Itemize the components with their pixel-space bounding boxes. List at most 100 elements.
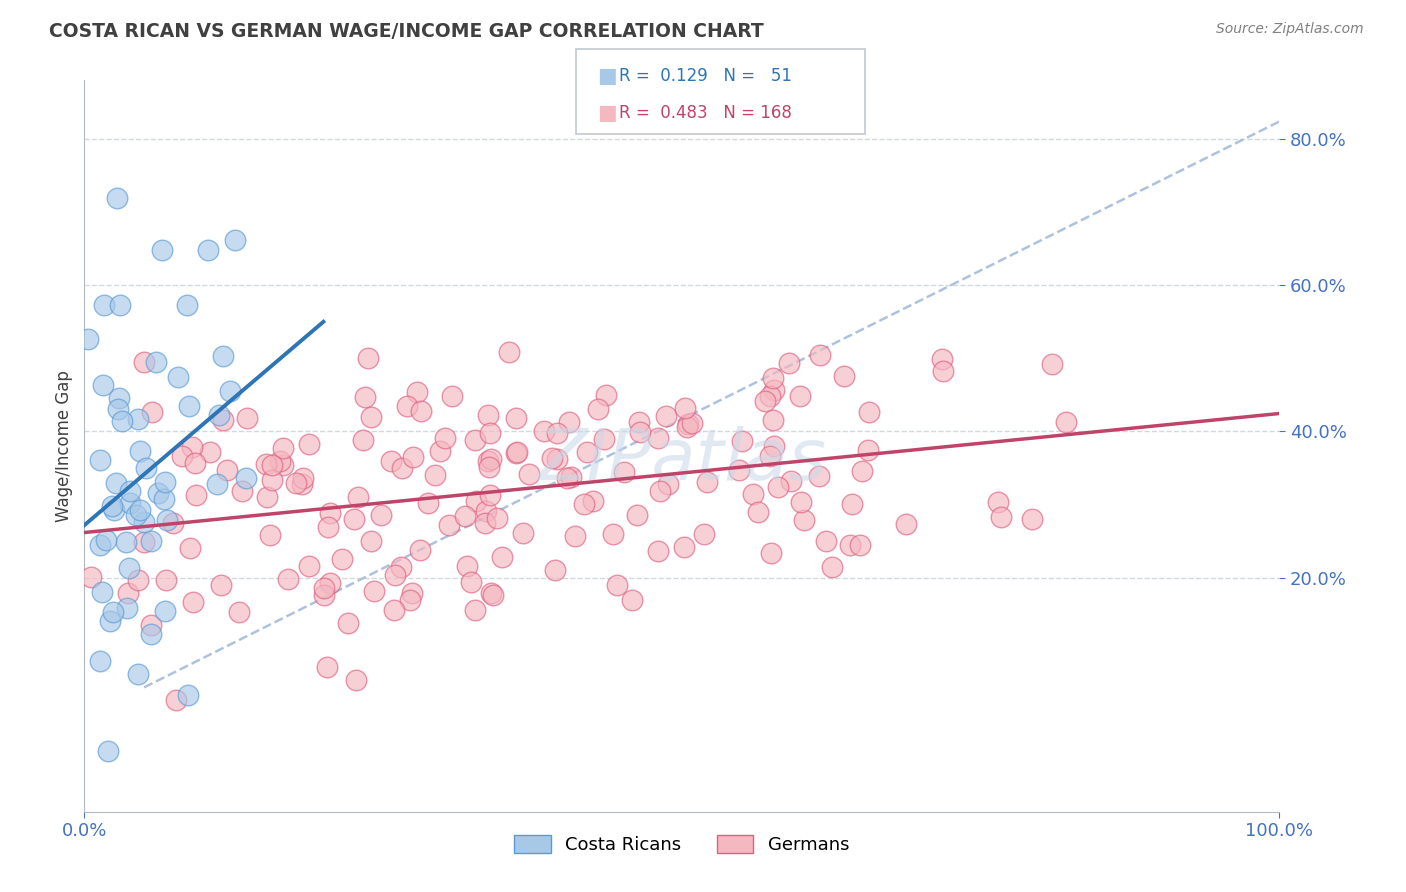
Point [209,578,232,592]
Point [208,408,231,422]
Point [118,560,141,574]
Point [479,425,502,440]
Point [165,693,187,707]
Point [231,483,253,498]
Point [648,483,671,498]
Point [409,543,432,558]
Point [179,541,201,556]
Point [347,490,370,504]
Point [425,467,447,482]
Point [647,431,669,445]
Point [808,348,831,362]
Point [676,419,699,434]
Point [402,450,425,464]
Point [401,585,423,599]
Point [156,513,179,527]
Point [96,533,118,548]
Point [1054,416,1077,430]
Point [127,573,149,587]
Point [127,667,149,681]
Point [673,401,696,415]
Y-axis label: Wage/Income Gap: Wage/Income Gap [55,370,73,522]
Point [118,484,141,499]
Point [754,393,776,408]
Point [747,505,769,519]
Point [439,517,461,532]
Point [260,458,283,473]
Point [474,516,496,530]
Point [613,465,636,479]
Point [101,499,124,513]
Point [108,298,131,312]
Point [429,443,451,458]
Point [211,349,233,363]
Point [98,614,121,628]
Point [506,444,529,458]
Point [181,594,204,608]
Point [114,535,136,549]
Point [759,389,782,403]
Point [807,469,830,483]
Point [146,486,169,500]
Point [380,453,402,467]
Point [849,538,872,552]
Point [411,404,433,418]
Point [260,473,283,487]
Point [89,538,111,552]
Point [312,588,335,602]
Point [115,601,138,615]
Point [384,567,406,582]
Point [155,573,177,587]
Point [655,409,678,423]
Point [316,659,339,673]
Point [363,583,385,598]
Point [291,471,314,485]
Point [778,356,800,370]
Point [235,471,257,485]
Text: Source: ZipAtlas.com: Source: ZipAtlas.com [1216,22,1364,37]
Point [582,494,605,508]
Point [184,456,207,470]
Point [759,546,782,560]
Point [789,389,811,403]
Point [150,243,173,257]
Point [330,551,353,566]
Point [134,355,156,369]
Point [541,451,564,466]
Point [858,405,880,419]
Point [433,431,456,445]
Point [780,474,803,488]
Point [256,490,278,504]
Point [789,494,811,508]
Text: ZIPatlas: ZIPatlas [537,426,827,495]
Point [479,488,502,502]
Point [312,582,335,596]
Point [416,495,439,509]
Point [821,559,844,574]
Point [678,417,700,432]
Point [1021,511,1043,525]
Point [482,588,505,602]
Point [80,569,103,583]
Point [360,409,382,424]
Point [145,355,167,369]
Point [318,506,340,520]
Point [759,449,782,463]
Point [498,345,520,359]
Point [104,476,127,491]
Point [125,508,148,522]
Point [815,534,838,549]
Point [111,414,134,428]
Point [228,605,250,619]
Point [97,744,120,758]
Point [254,457,277,471]
Point [118,495,141,509]
Point [318,519,340,533]
Point [896,517,918,532]
Point [491,550,513,565]
Point [170,449,193,463]
Point [560,469,582,483]
Point [742,487,765,501]
Point [93,298,115,312]
Point [477,454,499,468]
